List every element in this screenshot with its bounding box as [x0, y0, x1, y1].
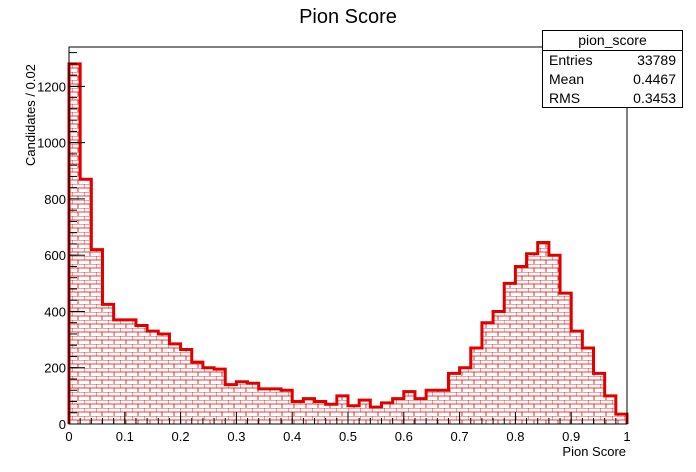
histogram-bin [258, 388, 270, 424]
x-tick-label: 0.8 [506, 429, 524, 444]
histogram-bin [135, 325, 148, 424]
x-tick-label: 0.2 [172, 429, 190, 444]
stats-rms-label: RMS [549, 90, 581, 106]
histogram-bin [604, 395, 616, 424]
y-tick-label: 0 [59, 417, 66, 432]
x-tick-label: 0.3 [227, 429, 245, 444]
y-tick-label: 800 [44, 192, 66, 207]
histogram-bin [147, 331, 159, 424]
x-tick-label: 0.9 [562, 429, 580, 444]
histogram-bin [113, 319, 125, 424]
x-tick-label: 1 [623, 429, 630, 444]
histogram-bin [191, 362, 203, 424]
histogram-bin [158, 333, 170, 424]
histogram-bin [448, 373, 460, 424]
y-axis-title: Candidates / 0.02 [23, 64, 38, 166]
histogram-bin [437, 390, 449, 424]
histogram-bin [102, 304, 114, 424]
histogram-bin [515, 266, 527, 424]
histogram-bin [269, 388, 282, 424]
x-tick-label: 0.6 [395, 429, 413, 444]
x-tick-label: 0.5 [339, 429, 357, 444]
histogram-bin [403, 391, 415, 424]
plot-area [67, 62, 629, 425]
stats-entries-value: 33789 [637, 52, 676, 68]
axes: 0 0.1 0.2 0.3 0.4 0.5 0.6 0.7 0.8 0.9 1 0 200 400 600 8… [37, 46, 631, 444]
histogram-bin [548, 255, 561, 424]
histogram-bin [615, 414, 627, 424]
stats-entries-label: Entries [549, 52, 593, 68]
y-tick-label: 1200 [37, 79, 66, 94]
x-tick-label: 0.7 [451, 429, 469, 444]
histogram-bin [169, 343, 181, 424]
histogram-bin [426, 390, 438, 424]
stats-rms-row: RMS 0.3453 [543, 89, 682, 108]
stats-title: pion_score [543, 31, 682, 51]
chart-title: Pion Score [299, 6, 397, 28]
histogram-bin [303, 398, 315, 424]
histogram-bin [180, 349, 192, 424]
histogram-bin [537, 242, 549, 424]
histogram-bin [526, 253, 538, 424]
x-axis-title: Pion Score [562, 444, 626, 459]
histogram-bin [493, 311, 505, 424]
histogram-bin [91, 249, 103, 424]
histogram-bin [236, 381, 248, 424]
histogram-bin [336, 395, 348, 424]
histogram-outline [67, 62, 629, 424]
histogram-bin [459, 367, 471, 424]
stats-mean-row: Mean 0.4467 [543, 70, 682, 89]
x-tick-label: 0.1 [116, 429, 134, 444]
stats-mean-value: 0.4467 [633, 71, 676, 87]
histogram-bin [80, 179, 92, 424]
histogram-bin [247, 383, 259, 424]
histogram-bin [124, 319, 136, 424]
histogram-bin [582, 348, 594, 424]
histogram-bin [414, 398, 427, 424]
histogram-bin [470, 348, 482, 424]
y-tick-label: 1000 [37, 136, 66, 151]
histogram-bin [225, 384, 237, 424]
histogram-bin [370, 407, 382, 424]
y-tick-label: 600 [44, 248, 66, 263]
stats-box: pion_score Entries 33789 Mean 0.4467 RMS… [542, 30, 683, 108]
histogram-bin [202, 367, 215, 424]
histogram-bin [281, 390, 293, 424]
histogram-bin [214, 369, 226, 424]
histogram-bin [481, 322, 494, 424]
histogram-bin [392, 398, 404, 424]
histogram-bin [348, 405, 360, 424]
histogram-bin [381, 402, 393, 424]
histogram-bin [325, 404, 337, 424]
y-tick-label: 200 [44, 361, 66, 376]
histogram-bin [571, 331, 583, 424]
stats-entries-row: Entries 33789 [543, 51, 682, 70]
x-tick-label: 0 [65, 429, 72, 444]
stats-mean-label: Mean [549, 71, 585, 87]
x-tick-label: 0.4 [283, 429, 301, 444]
histogram-bin [359, 400, 371, 424]
histogram-bin [314, 401, 326, 424]
y-tick-label: 400 [44, 304, 66, 319]
histogram-bin [504, 283, 516, 424]
histogram-bin [560, 293, 572, 424]
histogram-bin [593, 373, 605, 424]
histogram-bin [292, 401, 304, 424]
stats-rms-value: 0.3453 [633, 90, 676, 106]
